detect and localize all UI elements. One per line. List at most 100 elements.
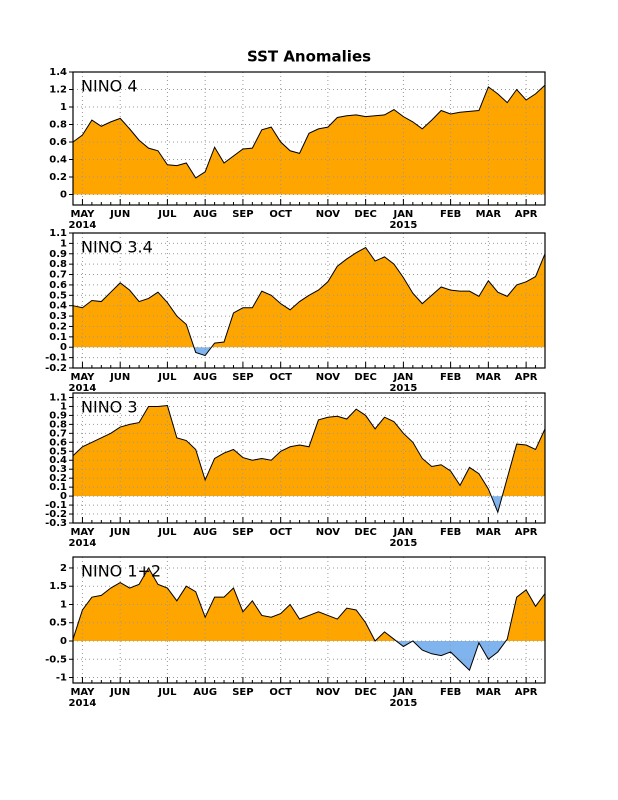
y-tick-label: 0.9 xyxy=(49,410,67,421)
y-tick-label: 1.1 xyxy=(49,228,67,239)
x-tick-label: MAR xyxy=(476,372,502,383)
panel-label: NINO 3 xyxy=(81,398,138,417)
y-tick-label: -0.5 xyxy=(45,654,67,665)
positive-area xyxy=(73,567,545,641)
year-label: 2014 xyxy=(69,538,97,549)
y-tick-label: 0.3 xyxy=(49,464,67,475)
y-tick-label: 0 xyxy=(60,491,67,502)
x-tick-label: JAN xyxy=(392,687,413,698)
x-tick-label: JUL xyxy=(157,527,177,538)
positive-area xyxy=(73,85,545,195)
y-tick-label: 0 xyxy=(60,636,67,647)
y-tick-label: 0 xyxy=(60,342,67,353)
y-tick-label: 1 xyxy=(60,599,67,610)
x-tick-label: APR xyxy=(515,209,538,220)
y-tick-label: 0.6 xyxy=(49,137,67,148)
y-tick-label: 0.4 xyxy=(49,155,67,166)
x-tick-label: SEP xyxy=(232,372,253,383)
x-tick-label: JUL xyxy=(157,687,177,698)
x-tick-label: MAR xyxy=(476,527,502,538)
y-tick-label: 1.4 xyxy=(49,67,67,78)
x-tick-label: AUG xyxy=(193,527,217,538)
y-tick-label: -0.3 xyxy=(45,518,67,529)
year-label: 2015 xyxy=(389,383,417,394)
x-tick-label: JAN xyxy=(392,209,413,220)
x-tick-label: MAR xyxy=(476,209,502,220)
y-tick-label: 0.1 xyxy=(49,482,67,493)
x-tick-label: SEP xyxy=(232,527,253,538)
x-tick-label: SEP xyxy=(232,209,253,220)
y-tick-label: 0.9 xyxy=(49,249,67,260)
x-tick-label: NOV xyxy=(316,527,341,538)
x-tick-label: MAR xyxy=(476,687,502,698)
y-tick-label: 0.1 xyxy=(49,332,67,343)
x-tick-label: FEB xyxy=(440,209,461,220)
x-tick-label: MAY xyxy=(70,527,95,538)
negative-area xyxy=(73,641,545,671)
year-label: 2015 xyxy=(389,538,417,549)
positive-area xyxy=(73,247,545,348)
x-tick-label: OCT xyxy=(269,527,292,538)
year-label: 2014 xyxy=(69,698,97,709)
x-tick-label: APR xyxy=(515,527,538,538)
y-tick-label: 0.2 xyxy=(49,321,67,332)
y-tick-label: -0.2 xyxy=(45,363,67,374)
panel-label: NINO 3.4 xyxy=(81,238,153,257)
y-tick-label: 0.5 xyxy=(49,290,67,301)
x-tick-label: AUG xyxy=(193,687,217,698)
y-tick-label: 0.8 xyxy=(49,120,67,131)
line xyxy=(72,246,546,357)
y-tick-label: 0.2 xyxy=(49,473,67,484)
x-tick-label: JUN xyxy=(109,372,130,383)
panel-label: NINO 1+2 xyxy=(81,562,161,581)
year-label: 2015 xyxy=(389,698,417,709)
line xyxy=(72,84,546,179)
chart-title: SST Anomalies xyxy=(247,48,371,66)
y-tick-label: 0.7 xyxy=(49,428,67,439)
x-tick-label: NOV xyxy=(316,372,341,383)
x-tick-label: NOV xyxy=(316,687,341,698)
y-tick-label: -0.1 xyxy=(45,500,67,511)
x-tick-label: DEC xyxy=(354,209,376,220)
negative-area xyxy=(491,496,503,513)
y-tick-label: -1 xyxy=(56,673,67,684)
y-tick-label: 0.6 xyxy=(49,437,67,448)
x-tick-label: JUN xyxy=(109,687,130,698)
x-tick-label: JUL xyxy=(157,372,177,383)
year-label: 2014 xyxy=(69,220,97,231)
y-tick-label: 1 xyxy=(60,238,67,249)
y-tick-label: -0.2 xyxy=(45,509,67,520)
line xyxy=(72,566,546,672)
y-tick-label: 0.3 xyxy=(49,311,67,322)
x-tick-label: AUG xyxy=(193,372,217,383)
year-label: 2014 xyxy=(69,383,97,394)
x-tick-label: AUG xyxy=(193,209,217,220)
x-tick-label: APR xyxy=(515,372,538,383)
y-tick-label: 0.6 xyxy=(49,280,67,291)
x-tick-label: MAY xyxy=(70,209,95,220)
x-tick-label: JAN xyxy=(392,527,413,538)
x-tick-label: NOV xyxy=(316,209,341,220)
x-tick-label: MAY xyxy=(70,687,95,698)
y-tick-label: 0.5 xyxy=(49,446,67,457)
y-tick-label: 0.7 xyxy=(49,270,67,281)
x-tick-label: JUN xyxy=(109,209,130,220)
line xyxy=(72,405,546,514)
y-tick-label: 0.4 xyxy=(49,301,67,312)
y-tick-label: 1 xyxy=(60,401,67,412)
x-tick-label: OCT xyxy=(269,687,292,698)
x-tick-label: JAN xyxy=(392,372,413,383)
x-tick-label: FEB xyxy=(440,372,461,383)
y-tick-label: 0.2 xyxy=(49,172,67,183)
x-tick-label: DEC xyxy=(354,372,376,383)
x-tick-label: DEC xyxy=(354,687,376,698)
x-tick-label: FEB xyxy=(440,527,461,538)
y-tick-label: 0.8 xyxy=(49,259,67,270)
y-tick-label: 1.2 xyxy=(49,85,67,96)
y-tick-label: 1 xyxy=(60,102,67,113)
y-tick-label: 1.1 xyxy=(49,392,67,403)
y-tick-label: 0.8 xyxy=(49,419,67,430)
x-tick-label: SEP xyxy=(232,687,253,698)
y-tick-label: 0.4 xyxy=(49,455,67,466)
